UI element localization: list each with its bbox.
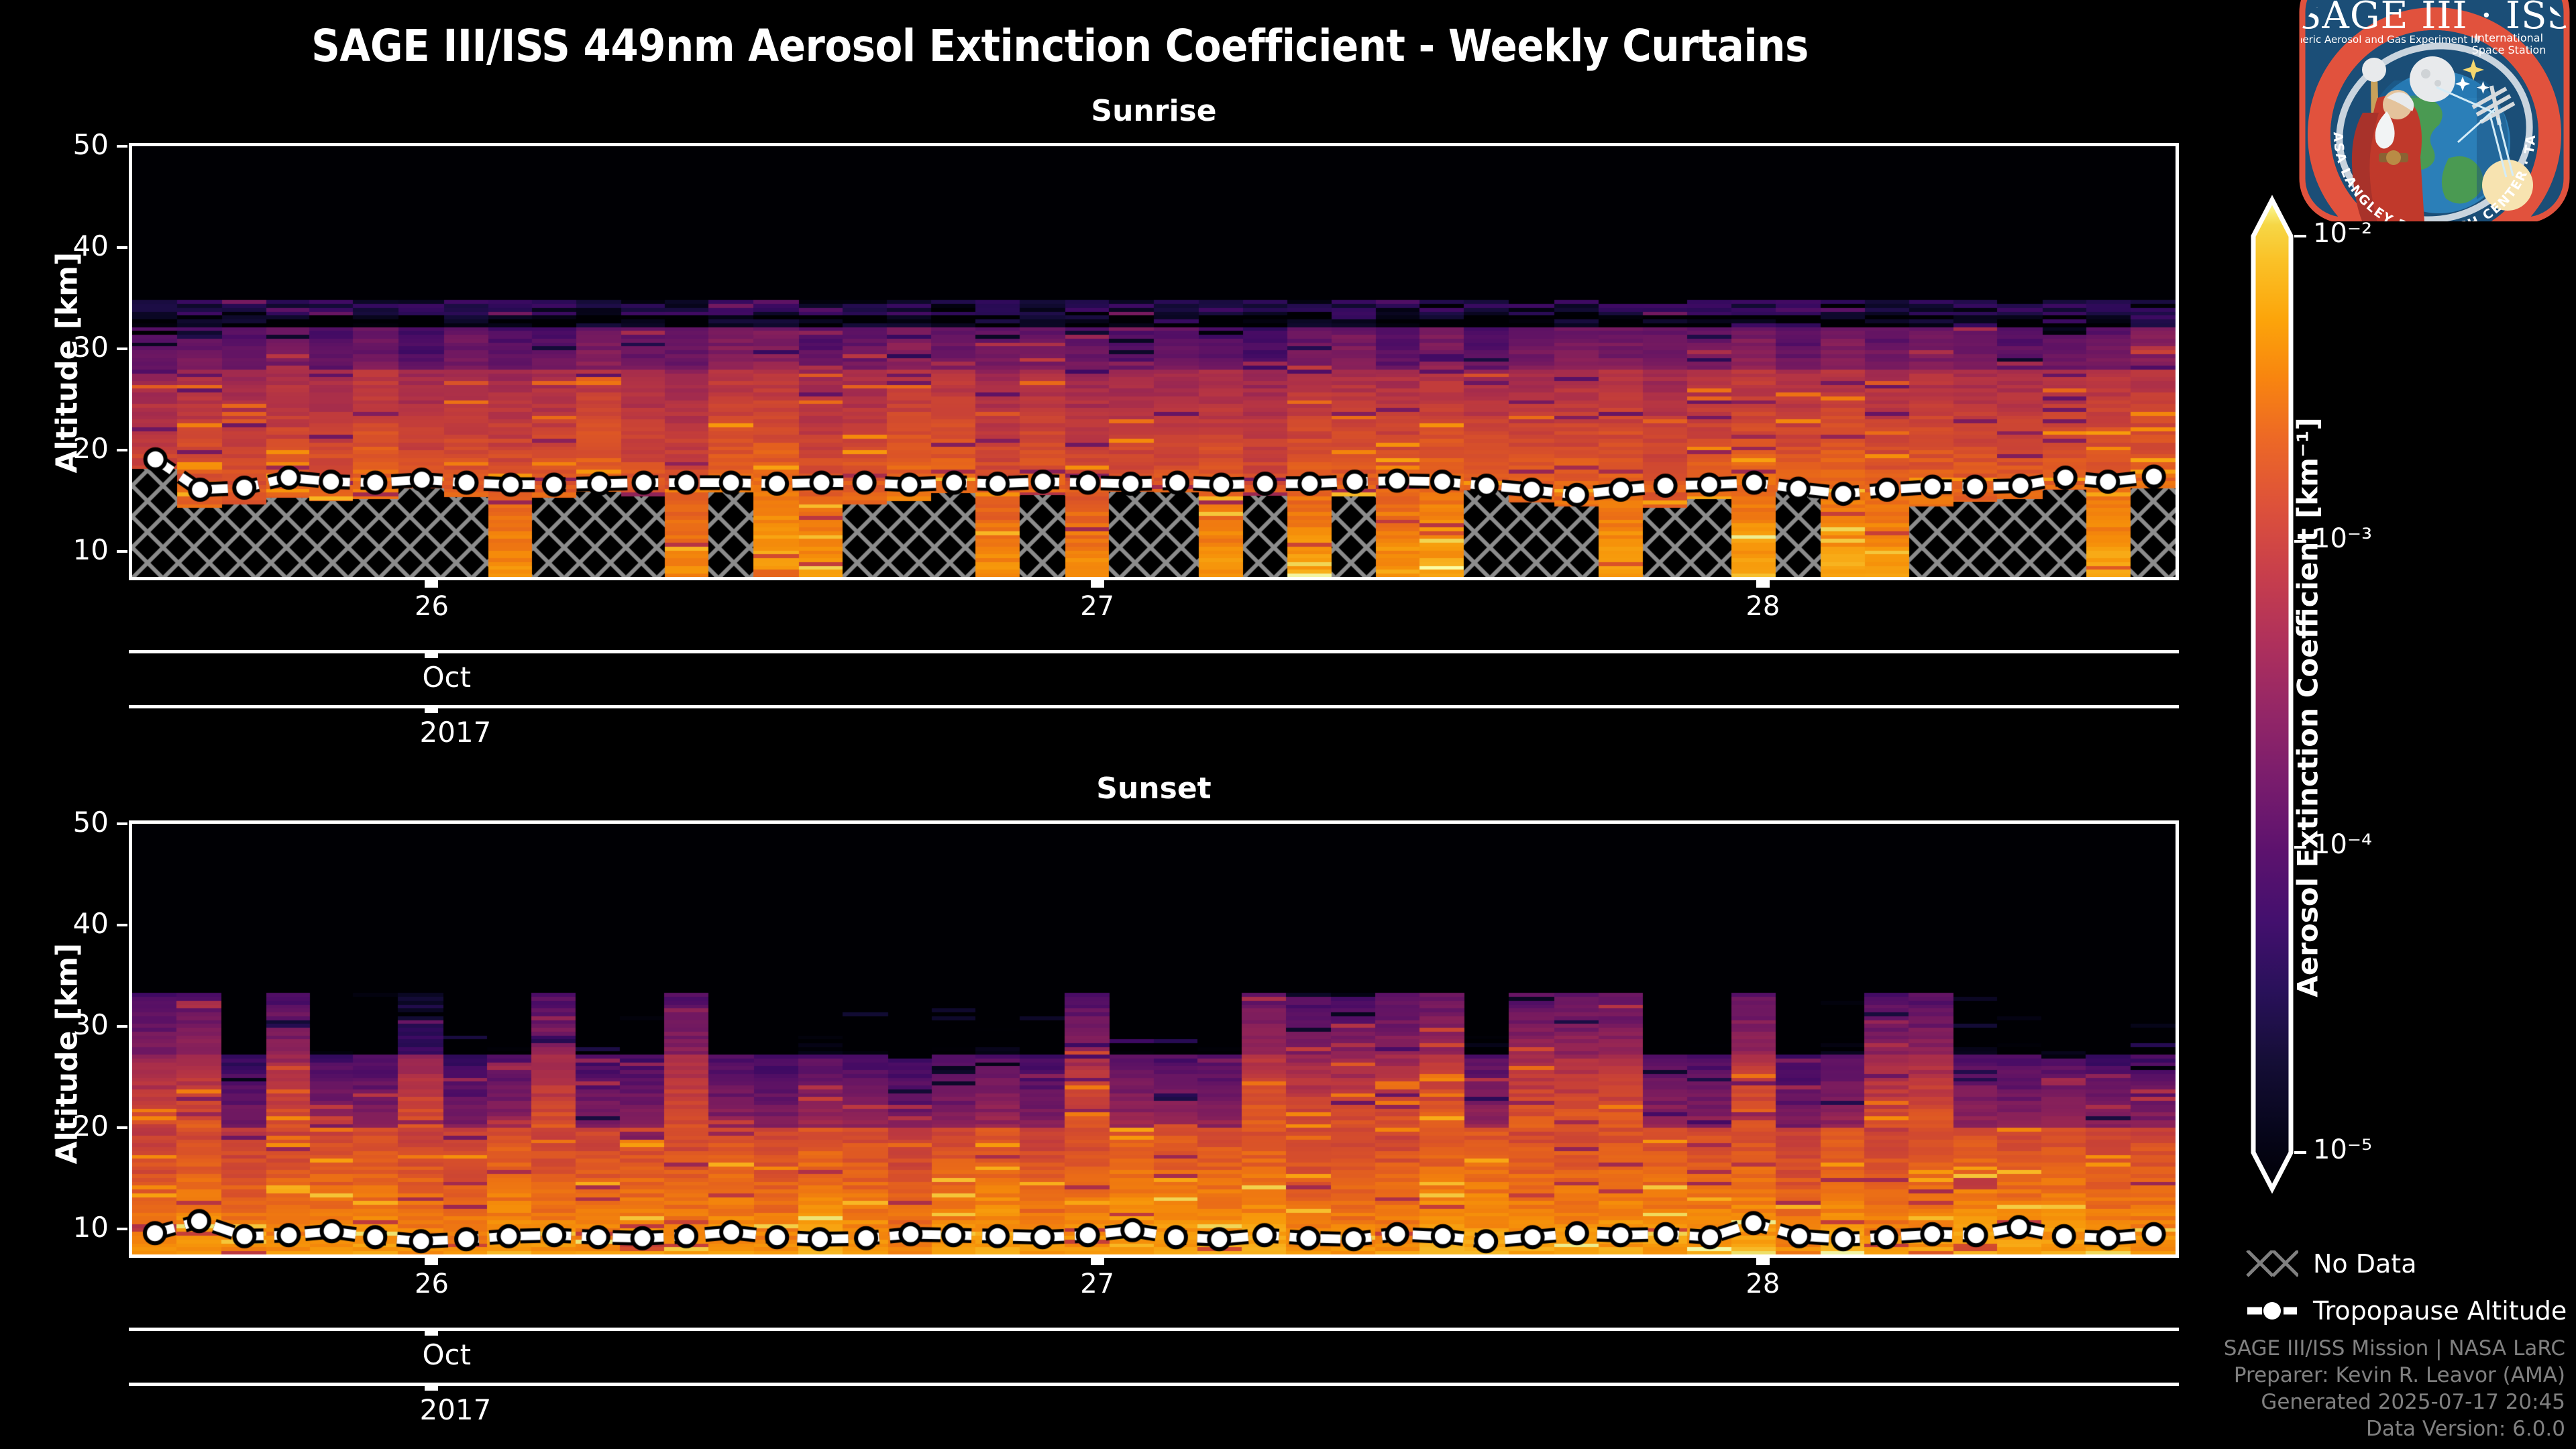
footer-line-version: Data Version: 6.0.0 [2365,1417,2565,1441]
footer-line-mission: SAGE III/ISS Mission | NASA LaRC [2223,1336,2565,1360]
footer-line-preparer: Preparer: Kevin R. Leavor (AMA) [2233,1363,2565,1387]
axis-row-tick-month-sunrise [425,650,439,658]
axis-row-label-month-sunrise: Oct [422,661,472,694]
y-tick-mark-sunrise-20 [117,449,127,452]
axis-row-line-month-sunrise [129,650,2179,653]
y-tick-mark-sunset-30 [117,1025,127,1028]
y-tick-label-sunset-10: 10 [72,1211,109,1244]
x-tick-mark-sunset-28 [1756,1257,1770,1265]
no-data-hatch-icon [2246,1250,2298,1277]
colorbar-tick-mark-2 [2294,845,2306,849]
x-tick-mark-sunset-26 [425,1257,439,1265]
colorbar-tick-mark-1 [2294,540,2306,543]
y-tick-mark-sunrise-50 [117,145,127,148]
axis-row-label-month-sunset: Oct [422,1338,472,1371]
axis-row-line-year-sunrise [129,705,2179,708]
y-tick-label-sunrise-10: 10 [72,533,109,567]
y-tick-mark-sunrise-40 [117,246,127,250]
x-tick-label-sunrise-28: 28 [1746,591,1780,622]
colorbar-tick-label-2: 10⁻⁴ [2313,828,2373,860]
y-tick-mark-sunset-10 [117,1228,127,1231]
axis-row-label-year-sunset: 2017 [419,1393,492,1426]
y-tick-mark-sunset-50 [117,822,127,825]
colorbar-tick-mark-0 [2294,235,2306,237]
legend-label-tropopause: Tropopause Altitude [2313,1296,2567,1326]
footer-line-generated: Generated 2025-07-17 20:45 [2261,1390,2565,1414]
footer-credits: SAGE III/ISS Mission | NASA LaRC Prepare… [2224,1335,2565,1442]
colorbar-tick-label-0: 10⁻² [2313,218,2373,249]
axis-row-tick-year-sunset [425,1383,439,1391]
colorbar-tick-mark-3 [2294,1151,2306,1154]
axis-row-line-month-sunset [129,1328,2179,1331]
x-tick-label-sunset-26: 26 [415,1269,449,1299]
logo-subtitle-right-2: Space Station [2472,44,2546,56]
axis-row-tick-year-sunrise [425,705,439,713]
y-tick-mark-sunset-20 [117,1126,127,1130]
axis-row-label-year-sunrise: 2017 [419,716,492,749]
plot-area-sunset[interactable] [129,820,2179,1258]
legend-label-no-data: No Data [2313,1249,2417,1279]
colorbar-tick-label-3: 10⁻⁵ [2313,1134,2373,1165]
colorbar[interactable] [2249,195,2296,1194]
y-tick-label-sunset-40: 40 [72,907,109,941]
plot-area-sunrise[interactable] [129,143,2179,580]
logo-title: SAGE III · ISS [2296,0,2573,38]
y-tick-label-sunrise-50: 50 [72,128,109,161]
x-tick-mark-sunset-27 [1090,1257,1104,1265]
legend-item-tropopause[interactable]: Tropopause Altitude [2246,1296,2567,1326]
x-tick-mark-sunrise-26 [425,580,439,588]
y-tick-mark-sunset-40 [117,924,127,927]
x-tick-label-sunrise-27: 27 [1080,591,1115,622]
x-tick-label-sunset-28: 28 [1746,1269,1780,1299]
legend-item-no-data[interactable]: No Data [2246,1249,2417,1279]
panel-title-sunset: Sunset [1096,771,1212,806]
tropopause-line-icon [2247,1302,2297,1320]
x-tick-label-sunrise-26: 26 [415,591,449,622]
axis-row-line-year-sunset [129,1383,2179,1386]
logo-subtitle-left: Stratospheric Aerosol and Gas Experiment… [2293,34,2479,46]
x-tick-mark-sunrise-27 [1090,580,1104,588]
y-tick-mark-sunrise-10 [117,550,127,553]
x-tick-mark-sunrise-28 [1756,580,1770,588]
x-tick-label-sunset-27: 27 [1080,1269,1115,1299]
logo-subtitle-right-1: International [2475,32,2543,44]
panel-title-sunrise: Sunrise [1091,94,1217,128]
page-title: SAGE III/ISS 449nm Aerosol Extinction Co… [311,20,1809,72]
axis-row-tick-month-sunset [425,1328,439,1336]
y-tick-label-sunset-50: 50 [72,806,109,839]
colorbar-title: Aerosol Extinction Coefficient [km⁻¹] [2291,417,2324,998]
colorbar-tick-label-1: 10⁻³ [2313,523,2373,555]
sage-iii-iss-logo: BALL · NASA LANGLEY RESEARCH CENTER · TA… [2293,0,2576,223]
